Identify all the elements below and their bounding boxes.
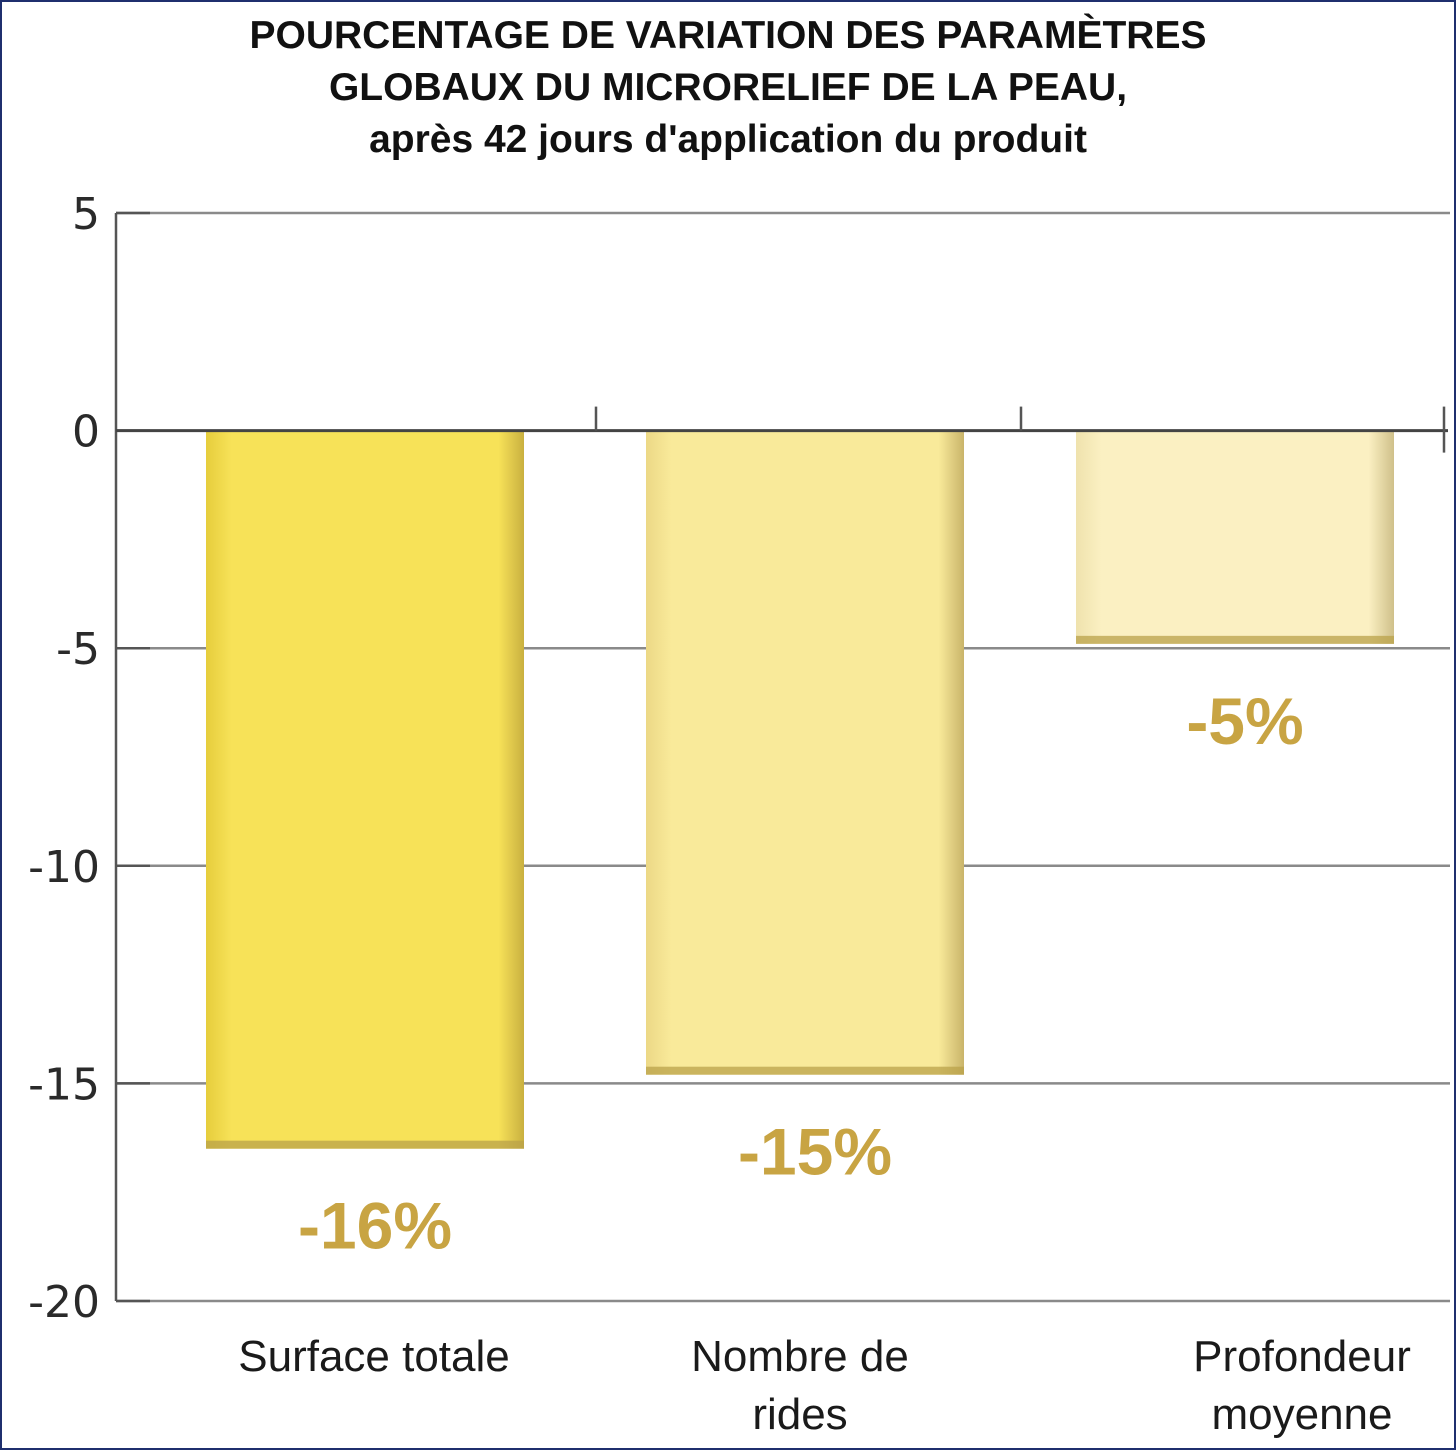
x-category-label: moyenne xyxy=(1211,1390,1392,1439)
bar-bottom-shadow xyxy=(1076,635,1394,644)
data-label: -16% xyxy=(298,1189,452,1263)
bar-bottom-shadow xyxy=(646,1066,964,1075)
bars xyxy=(206,430,1394,1149)
data-label: -15% xyxy=(738,1115,892,1189)
data-label: -5% xyxy=(1186,684,1303,758)
bar xyxy=(206,430,524,1149)
x-category-label: Profondeur xyxy=(1193,1332,1411,1381)
bar xyxy=(646,430,964,1075)
y-tick-label: 0 xyxy=(72,407,100,458)
y-tick-label: -5 xyxy=(56,624,100,675)
axes xyxy=(114,211,1448,1303)
y-tick-label: -10 xyxy=(28,842,100,893)
bar-bottom-shadow xyxy=(206,1140,524,1149)
x-category-label: Surface totale xyxy=(238,1332,510,1381)
bar xyxy=(1076,430,1394,644)
y-tick-label: -20 xyxy=(28,1277,100,1328)
bar-group xyxy=(646,430,964,1075)
chart-title-line-1: POURCENTAGE DE VARIATION DES PARAMÈTRES xyxy=(249,14,1207,57)
chart-title-line-2: GLOBAUX DU MICRORELIEF DE LA PEAU, xyxy=(328,66,1128,109)
y-tick-label: -15 xyxy=(28,1059,100,1110)
bar-group xyxy=(206,430,524,1149)
y-tick-label: 5 xyxy=(72,189,100,240)
bar-group xyxy=(1076,430,1394,644)
chart-subtitle: après 42 jours d'application du produit xyxy=(369,118,1087,161)
x-category-label: Nombre de xyxy=(691,1332,909,1381)
x-category-label: rides xyxy=(752,1390,847,1439)
labels: 5 0 -5 -10 -15 -20 -16% -15% -5% Surface totale No… xyxy=(28,189,1411,1439)
